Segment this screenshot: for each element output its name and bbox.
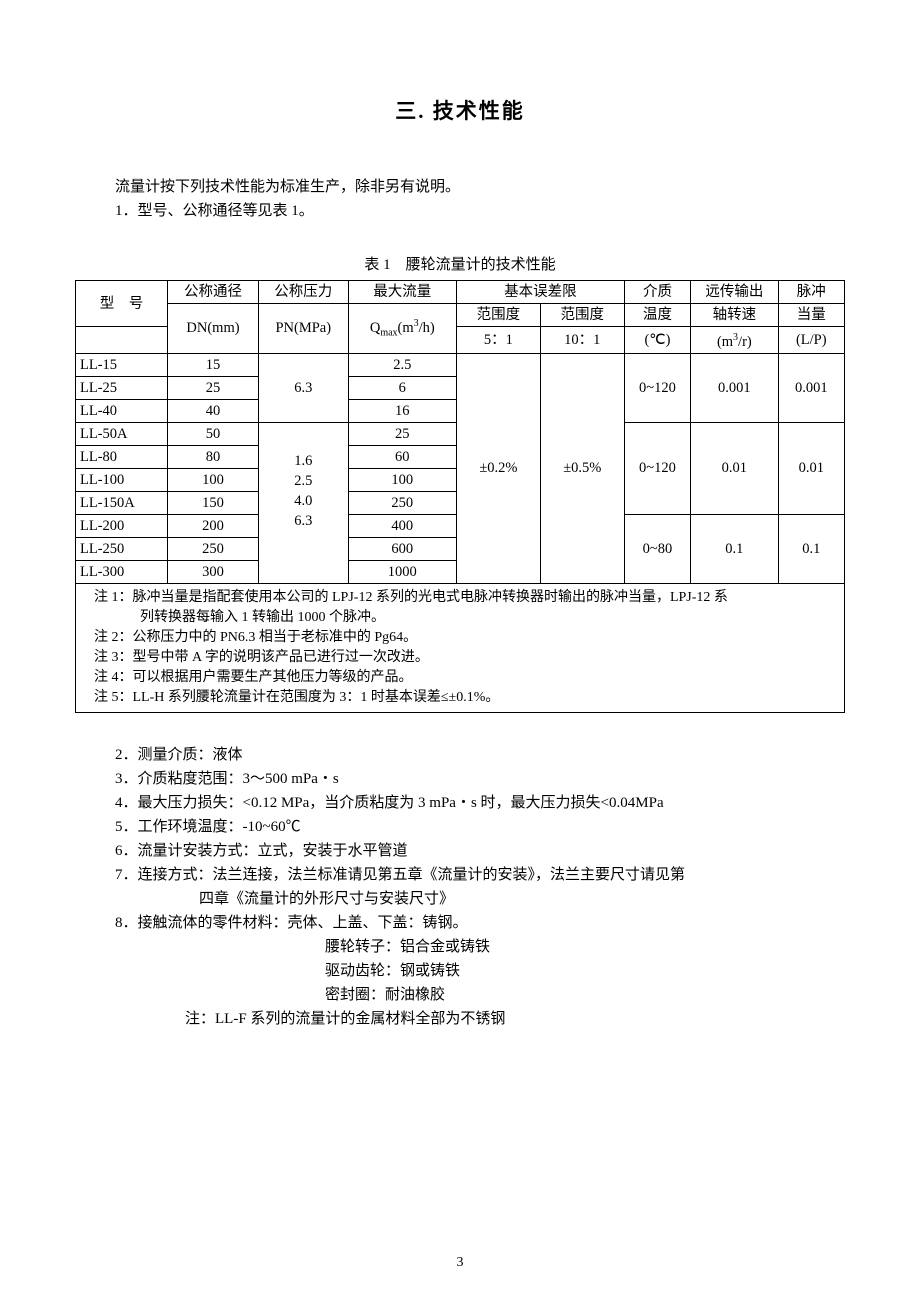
col-speed: 远传输出 xyxy=(691,281,778,304)
cell-temp: 0~120 xyxy=(624,353,690,422)
note-line: 注 1：脉冲当量是指配套使用本公司的 LPJ-12 系列的光电式电脉冲转换器时输… xyxy=(94,588,834,608)
cell-qmax: 60 xyxy=(348,445,456,468)
cell-model: LL-250 xyxy=(76,537,168,560)
col-qmax: 最大流量 xyxy=(348,281,456,304)
cell-pn-group: 6.3 xyxy=(258,353,348,422)
page-number: 3 xyxy=(0,1255,920,1271)
col-err10-ratio: 10：1 xyxy=(540,327,624,354)
note-line: 注 5：LL-H 系列腰轮流量计在范围度为 3：1 时基本误差≤±0.1%。 xyxy=(94,688,834,708)
cell-err10: ±0.5% xyxy=(540,353,624,583)
cell-model: LL-15 xyxy=(76,353,168,376)
cell-qmax: 100 xyxy=(348,468,456,491)
cell-pulse: 0.1 xyxy=(778,514,844,583)
col-pn-unit: PN(MPa) xyxy=(258,304,348,354)
cell-pulse: 0.001 xyxy=(778,353,844,422)
section-title: 三. 技术性能 xyxy=(75,95,845,125)
note-line: 列转换器每输入 1 转输出 1000 个脉冲。 xyxy=(140,608,834,628)
cell-dn: 200 xyxy=(168,514,259,537)
col-pn: 公称压力 xyxy=(258,281,348,304)
spec-line: 密封圈：耐油橡胶 xyxy=(325,983,845,1007)
cell-dn: 15 xyxy=(168,353,259,376)
intro-line: 1．型号、公称通径等见表 1。 xyxy=(115,199,845,223)
spec-list: 2．测量介质：液体 3．介质粘度范围：3～500 mPa・s 4．最大压力损失：… xyxy=(115,743,845,1031)
col-pulse: 脉冲 xyxy=(778,281,844,304)
spec-line: 注：LL-F 系列的流量计的金属材料全部为不锈钢 xyxy=(185,1007,845,1031)
spec-line: 3．介质粘度范围：3～500 mPa・s xyxy=(115,767,845,791)
intro-line: 流量计按下列技术性能为标准生产，除非另有说明。 xyxy=(115,175,845,199)
col-err5: 范围度 xyxy=(456,304,540,327)
cell-model: LL-50A xyxy=(76,422,168,445)
spec-line: 腰轮转子：铝合金或铸铁 xyxy=(325,935,845,959)
cell-dn: 100 xyxy=(168,468,259,491)
cell-qmax: 400 xyxy=(348,514,456,537)
cell-speed: 0.01 xyxy=(691,422,778,514)
cell-qmax: 6 xyxy=(348,376,456,399)
cell-pulse: 0.01 xyxy=(778,422,844,514)
cell-dn: 150 xyxy=(168,491,259,514)
spec-line: 驱动齿轮：钢或铸铁 xyxy=(325,959,845,983)
col-temp-unit: (℃) xyxy=(624,327,690,354)
cell-speed: 0.1 xyxy=(691,514,778,583)
table-notes: 注 1：脉冲当量是指配套使用本公司的 LPJ-12 系列的光电式电脉冲转换器时输… xyxy=(75,584,845,713)
col-pulse2: 当量 xyxy=(778,304,844,327)
cell-err5: ±0.2% xyxy=(456,353,540,583)
spec-table: 型 号 公称通径 公称压力 最大流量 基本误差限 介质 远传输出 脉冲 DN(m… xyxy=(75,280,845,584)
cell-qmax: 250 xyxy=(348,491,456,514)
spec-line: 5．工作环境温度：-10~60℃ xyxy=(115,815,845,839)
cell-qmax: 1000 xyxy=(348,560,456,583)
col-dn-unit: DN(mm) xyxy=(168,304,259,354)
cell-dn: 50 xyxy=(168,422,259,445)
spec-line: 8．接触流体的零件材料：壳体、上盖、下盖：铸钢。 xyxy=(115,911,845,935)
table-caption: 表 1 腰轮流量计的技术性能 xyxy=(75,253,845,274)
col-temp: 介质 xyxy=(624,281,690,304)
col-pulse-unit: (L/P) xyxy=(778,327,844,354)
col-err10: 范围度 xyxy=(540,304,624,327)
cell-dn: 80 xyxy=(168,445,259,468)
spec-line: 2．测量介质：液体 xyxy=(115,743,845,767)
cell-speed: 0.001 xyxy=(691,353,778,422)
spec-line: 四章《流量计的外形尺寸与安装尺寸》 xyxy=(199,887,845,911)
cell-model: LL-150A xyxy=(76,491,168,514)
spec-line: 6．流量计安装方式：立式，安装于水平管道 xyxy=(115,839,845,863)
cell-model: LL-80 xyxy=(76,445,168,468)
col-speed-unit: (m3/r) xyxy=(691,327,778,354)
col-model: 型 号 xyxy=(76,281,168,327)
cell-pn-group: 1.6 2.5 4.0 6.3 xyxy=(258,422,348,583)
cell-model: LL-200 xyxy=(76,514,168,537)
spec-line: 4．最大压力损失：<0.12 MPa，当介质粘度为 3 mPa・s 时，最大压力… xyxy=(115,791,845,815)
intro-block: 流量计按下列技术性能为标准生产，除非另有说明。 1．型号、公称通径等见表 1。 xyxy=(115,175,845,223)
cell-model: LL-40 xyxy=(76,399,168,422)
col-err5-ratio: 5：1 xyxy=(456,327,540,354)
cell-dn: 40 xyxy=(168,399,259,422)
col-dn: 公称通径 xyxy=(168,281,259,304)
col-speed2: 轴转速 xyxy=(691,304,778,327)
cell-qmax: 600 xyxy=(348,537,456,560)
cell-model: LL-300 xyxy=(76,560,168,583)
cell-qmax: 25 xyxy=(348,422,456,445)
cell-qmax: 2.5 xyxy=(348,353,456,376)
cell-qmax: 16 xyxy=(348,399,456,422)
note-line: 注 2：公称压力中的 PN6.3 相当于老标准中的 Pg64。 xyxy=(94,628,834,648)
cell-dn: 25 xyxy=(168,376,259,399)
cell-temp: 0~80 xyxy=(624,514,690,583)
col-err: 基本误差限 xyxy=(456,281,624,304)
note-line: 注 3：型号中带 A 字的说明该产品已进行过一次改进。 xyxy=(94,648,834,668)
spec-line: 7．连接方式：法兰连接，法兰标准请见第五章《流量计的安装》，法兰主要尺寸请见第 xyxy=(115,863,845,887)
cell-model: LL-25 xyxy=(76,376,168,399)
col-blank xyxy=(76,327,168,354)
cell-dn: 300 xyxy=(168,560,259,583)
cell-temp: 0~120 xyxy=(624,422,690,514)
cell-model: LL-100 xyxy=(76,468,168,491)
cell-dn: 250 xyxy=(168,537,259,560)
col-temp2: 温度 xyxy=(624,304,690,327)
note-line: 注 4：可以根据用户需要生产其他压力等级的产品。 xyxy=(94,668,834,688)
col-qmax-unit: Qmax(m3/h) xyxy=(348,304,456,354)
